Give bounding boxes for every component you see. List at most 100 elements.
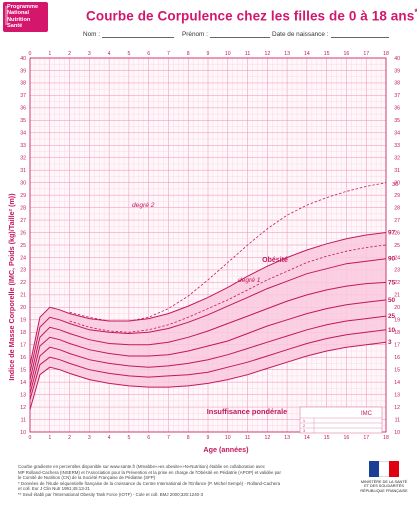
y-tick-label: 32	[20, 156, 26, 162]
percentile-label: 10	[388, 327, 396, 334]
y-tick-label-right: 37	[394, 93, 400, 99]
x-tick-label: 11	[245, 435, 250, 441]
footnote-line-6: ** Seuil établi par l'International Obes…	[18, 491, 204, 497]
curve-50	[29, 299, 387, 388]
y-tick-label-right: 17	[394, 343, 400, 349]
x-tick-label: 7	[167, 435, 170, 441]
y-tick-label-right: 15	[394, 367, 400, 373]
prenom-field[interactable]: Prénom :	[182, 31, 270, 38]
french-flag-icon	[369, 461, 399, 477]
y-tick-label: 16	[20, 355, 26, 361]
curve-degr-1	[69, 244, 387, 333]
x-tick-label-top: 10	[225, 51, 231, 57]
y-tick-label: 25	[20, 243, 26, 249]
y-tick-label-right: 16	[394, 355, 400, 361]
birthdate-field[interactable]: Date de naissance :	[272, 31, 389, 38]
x-tick-label: 0	[29, 435, 32, 441]
y-tick-label: 11	[21, 417, 26, 423]
logo-line-3: Nutrition	[7, 16, 31, 23]
x-tick-label: 14	[304, 435, 310, 441]
y-tick-label-right: 34	[394, 131, 400, 137]
y-tick-label-right: 12	[394, 405, 400, 411]
threshold-30-marker: 30	[392, 182, 398, 188]
imc-box[interactable]: IMC 1 2 3	[299, 406, 383, 434]
ministry-line-3: RÉPUBLIQUE FRANÇAISE	[360, 488, 408, 493]
degre1-label: degré 1	[238, 277, 261, 284]
y-tick-label-right: 26	[394, 230, 400, 236]
percentile-label: 3	[388, 339, 392, 346]
x-tick-label-top: 14	[304, 51, 310, 57]
logo-line-4: Santé	[7, 23, 23, 30]
imc-row-2: 2	[303, 424, 305, 428]
title-asterisk: *	[414, 7, 417, 17]
x-tick-label: 3	[88, 435, 91, 441]
y-tick-label-right: 19	[394, 318, 400, 324]
x-tick-label: 8	[187, 435, 190, 441]
y-tick-label-right: 25	[394, 243, 400, 249]
x-tick-label: 16	[344, 435, 350, 441]
y-tick-label: 33	[20, 143, 26, 149]
logo-line-2: National	[7, 10, 30, 17]
imc-row-3: 3	[303, 429, 305, 433]
y-tick-label: 40	[20, 56, 26, 62]
prenom-label: Prénom :	[182, 31, 208, 38]
imc-title: IMC	[361, 411, 373, 417]
footnote-line-4: * Données de l'étude séquentielle frança…	[18, 480, 281, 486]
x-tick-label: 12	[264, 435, 270, 441]
curve-degr-2	[69, 182, 387, 322]
y-tick-label-right: 27	[394, 218, 400, 224]
y-tick-label: 24	[20, 255, 26, 261]
y-tick-label-right: 23	[394, 268, 400, 274]
y-tick-label-right: 31	[394, 168, 400, 174]
curve-25	[29, 315, 387, 394]
x-tick-label-top: 17	[363, 51, 369, 57]
curve-97	[29, 232, 387, 365]
curve-10	[29, 329, 387, 400]
x-tick-label: 6	[147, 435, 150, 441]
y-tick-label-right: 39	[394, 68, 400, 74]
x-tick-label-top: 15	[324, 51, 330, 57]
y-tick-label-right: 18	[394, 330, 400, 336]
y-tick-label: 39	[20, 68, 26, 74]
x-axis-label: Age (années)	[203, 445, 249, 454]
ministry-line-1: MINISTÈRE DE LA SANTÉ	[360, 480, 408, 484]
page-title: Courbe de Corpulence chez les filles de …	[86, 7, 417, 24]
y-axis-label: Indice de Masse Corporelle (IMC, Poids (…	[7, 193, 16, 381]
y-tick-label: 18	[20, 330, 26, 336]
y-tick-label-right: 38	[394, 81, 400, 87]
y-tick-label: 19	[20, 318, 26, 324]
curve-75	[29, 281, 387, 380]
y-tick-label-right: 29	[394, 193, 400, 199]
logo-line-1: Programme	[7, 4, 39, 10]
footnote-line-3: le Comité de Nutrition (CN) de la Sociét…	[18, 475, 156, 481]
republic-logo: MINISTÈRE DE LA SANTÉ ET DES SOLIDARITÉS…	[355, 461, 413, 509]
y-tick-label: 20	[20, 305, 26, 311]
percentile-label: 90	[388, 256, 396, 263]
x-tick-label-top: 7	[167, 51, 170, 57]
nom-field[interactable]: Nom :	[83, 31, 175, 38]
y-tick-label: 34	[20, 131, 26, 137]
x-tick-label-top: 1	[48, 51, 51, 57]
degre2-label: degré 2	[132, 202, 155, 209]
obesity-label: Obésité	[262, 257, 288, 264]
percentile-label: 75	[388, 279, 396, 286]
y-tick-label: 14	[20, 380, 26, 386]
curve-90	[29, 258, 387, 373]
percentile-label: 25	[388, 313, 396, 320]
birthdate-label: Date de naissance :	[272, 31, 329, 38]
x-tick-label-top: 4	[108, 51, 111, 57]
y-tick-label-right: 35	[394, 118, 400, 124]
pnns-logo: Programme National Nutrition Santé	[3, 2, 48, 32]
y-tick-label: 15	[20, 367, 26, 373]
footnote: Courbe gradiente en percentiles disponib…	[18, 464, 338, 498]
y-tick-label: 35	[20, 118, 26, 124]
ministry-line-2: ET DES SOLIDARITÉS	[364, 484, 404, 489]
y-tick-label: 28	[20, 205, 26, 211]
y-tick-label-right: 11	[395, 417, 400, 423]
y-tick-label: 12	[20, 405, 26, 411]
x-tick-label-top: 13	[284, 51, 290, 57]
normal-zone-fill	[30, 232, 386, 410]
percentile-label: 97	[388, 230, 396, 237]
